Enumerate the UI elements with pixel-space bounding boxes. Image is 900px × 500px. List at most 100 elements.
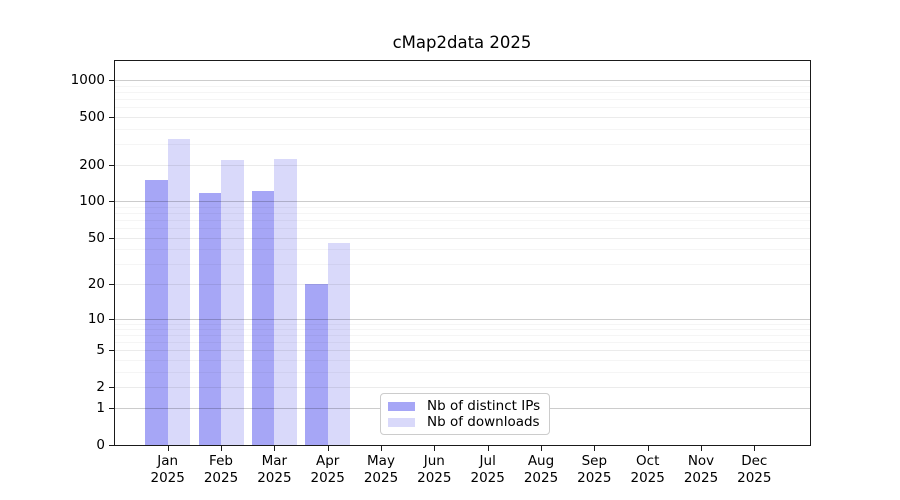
- gridline-2: [115, 387, 810, 388]
- y-tick-50: [109, 237, 114, 239]
- gridline-10: [115, 318, 810, 320]
- x-tick-month: Mar: [261, 453, 288, 469]
- legend-entry-downloads: Nb of downloads: [388, 414, 540, 430]
- legend-swatch-distinct-ips: [388, 401, 415, 411]
- gridline-minor-30: [115, 263, 810, 265]
- y-tick-5: [109, 350, 114, 352]
- gridline-minor-600: [115, 107, 810, 109]
- bar-downloads-mar: [274, 159, 297, 445]
- x-tick-year: 2025: [470, 470, 505, 486]
- bar-distinct-ips-mar: [251, 190, 275, 445]
- gridline-500: [115, 116, 810, 118]
- y-tick-label-1: 1: [96, 400, 105, 417]
- x-tick-label-feb: Feb 2025: [181, 453, 261, 487]
- gridline-minor-3: [115, 371, 810, 373]
- x-tick-label-nov: Nov 2025: [661, 453, 741, 487]
- bar-downloads-feb: [221, 160, 244, 445]
- x-tick-label-dec: Dec 2025: [714, 453, 794, 487]
- gridline-minor-9: [115, 323, 810, 325]
- chart-title: cMap2data 2025: [392, 33, 532, 52]
- x-tick-feb: [221, 446, 222, 451]
- bar-downloads-apr: [327, 243, 351, 445]
- x-tick-label-jul: Jul 2025: [448, 453, 528, 487]
- y-tick-1: [109, 408, 114, 410]
- x-tick-label-sep: Sep 2025: [554, 453, 634, 487]
- gridline-minor-8: [115, 329, 810, 330]
- gridline-minor-80: [115, 213, 810, 215]
- gridline-minor-6: [115, 342, 810, 344]
- gridline-minor-800: [115, 92, 810, 94]
- x-tick-month: Feb: [209, 453, 233, 469]
- x-tick-year: 2025: [150, 470, 185, 486]
- legend-swatch-downloads: [388, 417, 415, 427]
- legend-label-downloads: Nb of downloads: [427, 414, 540, 430]
- gridline-minor-90: [115, 207, 810, 208]
- gridline-minor-700: [115, 99, 810, 101]
- y-tick-label-100: 100: [79, 193, 105, 210]
- gridline-minor-40: [115, 249, 810, 250]
- x-tick-month: Oct: [636, 453, 660, 469]
- y-tick-label-500: 500: [79, 108, 105, 125]
- y-tick-100: [109, 201, 114, 203]
- x-tick-label-may: May 2025: [341, 453, 421, 487]
- y-tick-label-1000: 1000: [70, 72, 105, 89]
- y-tick-label-50: 50: [87, 229, 105, 246]
- x-tick-month: Nov: [687, 453, 715, 469]
- x-tick-year: 2025: [363, 470, 399, 486]
- legend-entry-distinct-ips: Nb of distinct IPs: [388, 398, 540, 414]
- gridline-minor-400: [115, 128, 810, 130]
- legend: Nb of distinct IPs Nb of downloads: [380, 393, 551, 435]
- bar-distinct-ips-feb: [198, 192, 221, 445]
- x-tick-jan: [167, 446, 169, 451]
- gridline-100: [115, 201, 810, 203]
- x-tick-mar: [274, 446, 276, 451]
- x-tick-label-aug: Aug 2025: [501, 453, 581, 487]
- y-tick-label-200: 200: [79, 157, 105, 174]
- x-tick-sep: [594, 446, 596, 451]
- x-tick-month: Dec: [741, 453, 768, 469]
- x-tick-label-apr: Apr 2025: [288, 453, 368, 487]
- x-tick-year: 2025: [577, 470, 612, 486]
- x-tick-month: Sep: [581, 453, 608, 469]
- legend-label-distinct-ips: Nb of distinct IPs: [427, 398, 541, 414]
- bar-distinct-ips-apr: [305, 284, 328, 445]
- x-tick-aug: [541, 446, 542, 451]
- x-tick-jul: [487, 446, 489, 451]
- gridline-50: [115, 237, 810, 239]
- gridline-20: [115, 284, 810, 286]
- x-tick-label-jan: Jan 2025: [128, 453, 208, 487]
- gridline-200: [115, 165, 810, 167]
- bar-downloads-jan: [167, 138, 191, 445]
- x-tick-label-jun: Jun 2025: [394, 453, 474, 487]
- gridline-1000: [115, 80, 810, 82]
- y-tick-1000: [109, 80, 114, 82]
- x-tick-month: Jul: [479, 453, 496, 469]
- y-tick-0: [109, 445, 114, 446]
- y-tick-2: [109, 387, 114, 388]
- x-tick-year: 2025: [737, 470, 772, 486]
- bar-distinct-ips-jan: [145, 180, 168, 445]
- plot-area: Nb of distinct IPs Nb of downloads 0 1 2 5 1…: [71, 60, 811, 486]
- x-tick-month: May: [367, 453, 395, 469]
- x-tick-year: 2025: [630, 470, 665, 486]
- x-tick-year: 2025: [523, 470, 559, 486]
- y-tick-label-2: 2: [96, 379, 105, 395]
- gridline-minor-70: [115, 220, 810, 221]
- y-tick-10: [109, 318, 114, 320]
- x-tick-jun: [434, 446, 436, 451]
- x-tick-month: Apr: [316, 453, 340, 469]
- gridline-minor-300: [115, 143, 810, 145]
- x-tick-year: 2025: [683, 470, 719, 486]
- x-tick-year: 2025: [203, 470, 239, 486]
- x-tick-month: Jun: [423, 453, 445, 469]
- gridline-minor-4: [115, 360, 810, 362]
- y-tick-20: [109, 284, 114, 286]
- x-tick-may: [381, 446, 382, 451]
- x-tick-year: 2025: [417, 470, 452, 486]
- gridline-5: [115, 350, 810, 352]
- x-tick-nov: [701, 446, 702, 451]
- x-tick-year: 2025: [257, 470, 292, 486]
- x-tick-oct: [647, 446, 649, 451]
- gridline-minor-900: [115, 86, 810, 87]
